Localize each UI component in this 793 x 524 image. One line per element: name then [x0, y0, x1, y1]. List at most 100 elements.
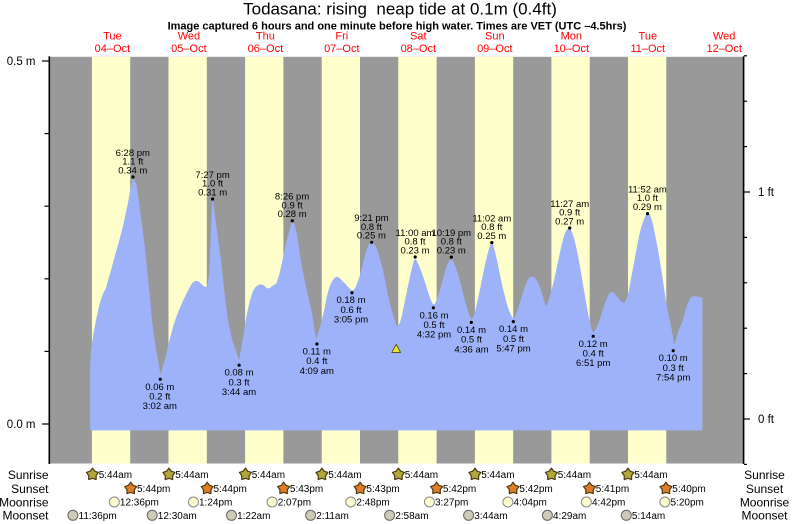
svg-text:0.8 ft: 0.8 ft	[404, 237, 425, 248]
svg-text:5:42pm: 5:42pm	[443, 484, 476, 495]
svg-text:11:00 am: 11:00 am	[396, 228, 435, 239]
svg-text:5:44am: 5:44am	[558, 470, 591, 481]
svg-text:1:22am: 1:22am	[237, 511, 270, 522]
svg-text:0.18 m: 0.18 m	[336, 295, 365, 306]
svg-text:0.11 m: 0.11 m	[303, 347, 331, 358]
svg-text:Mon: Mon	[561, 31, 582, 43]
svg-text:6:51 pm: 6:51 pm	[576, 358, 610, 369]
svg-text:3:27pm: 3:27pm	[435, 498, 468, 509]
svg-text:11:02 am: 11:02 am	[472, 213, 511, 224]
svg-text:Sunrise: Sunrise	[8, 468, 49, 482]
svg-text:05–Oct: 05–Oct	[171, 43, 206, 55]
svg-text:Tue: Tue	[103, 31, 122, 43]
svg-text:5:44am: 5:44am	[99, 470, 132, 481]
svg-text:5:42pm: 5:42pm	[519, 484, 552, 495]
svg-text:1.1 ft: 1.1 ft	[122, 157, 143, 168]
svg-text:0.5 ft: 0.5 ft	[503, 334, 524, 345]
svg-text:0.5 m: 0.5 m	[7, 56, 36, 68]
svg-text:0.23 m: 0.23 m	[437, 246, 466, 257]
svg-text:5:44am: 5:44am	[175, 470, 208, 481]
svg-text:10:19 pm: 10:19 pm	[431, 228, 471, 239]
svg-text:8:26 pm: 8:26 pm	[275, 192, 309, 203]
svg-text:4:36 am: 4:36 am	[454, 344, 488, 355]
svg-text:2:48pm: 2:48pm	[356, 498, 389, 509]
svg-text:11:52 am: 11:52 am	[628, 184, 667, 195]
svg-text:0.9 ft: 0.9 ft	[282, 200, 303, 211]
svg-text:5:44am: 5:44am	[481, 470, 514, 481]
svg-text:07–Oct: 07–Oct	[324, 43, 359, 55]
svg-text:Sunrise: Sunrise	[744, 468, 785, 482]
svg-text:5:41pm: 5:41pm	[596, 484, 629, 495]
svg-text:Moonset: Moonset	[741, 509, 788, 523]
svg-text:5:44pm: 5:44pm	[137, 484, 170, 495]
svg-text:5:14am: 5:14am	[632, 511, 665, 522]
svg-text:0.8 ft: 0.8 ft	[481, 222, 502, 233]
svg-text:0.6 ft: 0.6 ft	[340, 305, 361, 316]
svg-text:Sun: Sun	[485, 31, 505, 43]
svg-text:5:44am: 5:44am	[328, 470, 361, 481]
svg-text:Moonrise: Moonrise	[740, 495, 790, 509]
svg-text:5:44am: 5:44am	[634, 470, 667, 481]
svg-text:0.4 ft: 0.4 ft	[306, 356, 327, 367]
svg-text:3:44 am: 3:44 am	[222, 387, 256, 398]
svg-text:0.3 ft: 0.3 ft	[663, 363, 684, 374]
svg-text:0.34 m: 0.34 m	[118, 165, 147, 176]
svg-text:Moonrise: Moonrise	[0, 495, 49, 509]
svg-text:5:40pm: 5:40pm	[672, 484, 705, 495]
svg-text:0.31 m: 0.31 m	[198, 187, 227, 198]
svg-text:3:05 pm: 3:05 pm	[334, 315, 368, 326]
svg-text:11:36pm: 11:36pm	[79, 511, 117, 522]
svg-text:08–Oct: 08–Oct	[401, 43, 436, 55]
svg-text:0.06 m: 0.06 m	[145, 382, 174, 393]
svg-text:0.3 ft: 0.3 ft	[228, 377, 249, 388]
svg-text:0.14 m: 0.14 m	[499, 324, 528, 335]
svg-text:0.29 m: 0.29 m	[633, 202, 662, 213]
svg-text:12:36pm: 12:36pm	[120, 498, 159, 509]
svg-text:4:29am: 4:29am	[553, 511, 586, 522]
svg-text:12–Oct: 12–Oct	[706, 43, 741, 55]
svg-text:3:02 am: 3:02 am	[143, 401, 177, 412]
svg-text:5:43pm: 5:43pm	[366, 484, 399, 495]
svg-text:0.28 m: 0.28 m	[278, 209, 307, 220]
svg-text:10–Oct: 10–Oct	[554, 43, 589, 55]
svg-text:7:54 pm: 7:54 pm	[656, 373, 690, 384]
svg-text:4:42pm: 4:42pm	[592, 498, 625, 509]
svg-text:0.4 ft: 0.4 ft	[583, 349, 604, 360]
svg-text:11:27 am: 11:27 am	[550, 199, 589, 210]
svg-text:4:09 am: 4:09 am	[300, 366, 334, 377]
svg-text:04–Oct: 04–Oct	[95, 43, 130, 55]
svg-text:0.14 m: 0.14 m	[457, 325, 486, 336]
svg-text:0.25 m: 0.25 m	[477, 231, 506, 242]
svg-text:Moonset: Moonset	[2, 509, 49, 523]
svg-text:2:07pm: 2:07pm	[278, 498, 311, 509]
svg-text:Fri: Fri	[335, 31, 348, 43]
svg-text:2:58am: 2:58am	[395, 511, 428, 522]
svg-text:9:21 pm: 9:21 pm	[354, 213, 388, 224]
svg-text:5:47 pm: 5:47 pm	[496, 344, 530, 355]
svg-text:0.12 m: 0.12 m	[579, 339, 608, 350]
svg-text:7:27 pm: 7:27 pm	[195, 170, 229, 181]
svg-text:0.8 ft: 0.8 ft	[361, 222, 382, 233]
svg-text:0.16 m: 0.16 m	[419, 310, 448, 321]
svg-text:Sat: Sat	[410, 31, 427, 43]
svg-text:0 ft: 0 ft	[758, 414, 775, 426]
svg-text:0.2 ft: 0.2 ft	[149, 392, 170, 403]
svg-text:Sunset: Sunset	[746, 482, 784, 496]
svg-text:0.27 m: 0.27 m	[555, 216, 584, 227]
svg-text:1.0 ft: 1.0 ft	[202, 179, 223, 190]
svg-text:0.8 ft: 0.8 ft	[441, 237, 462, 248]
svg-text:6:28 pm: 6:28 pm	[116, 148, 150, 159]
svg-text:Tue: Tue	[639, 31, 658, 43]
svg-text:0.25 m: 0.25 m	[357, 231, 386, 242]
svg-text:Wed: Wed	[178, 31, 200, 43]
svg-text:09–Oct: 09–Oct	[477, 43, 512, 55]
svg-text:Thu: Thu	[256, 31, 275, 43]
svg-text:1:24pm: 1:24pm	[199, 498, 232, 509]
svg-text:06–Oct: 06–Oct	[248, 43, 283, 55]
svg-text:0.0 m: 0.0 m	[7, 419, 36, 431]
svg-text:1 ft: 1 ft	[758, 187, 775, 199]
svg-text:4:32 pm: 4:32 pm	[417, 330, 451, 341]
svg-text:5:44am: 5:44am	[405, 470, 438, 481]
svg-text:5:43pm: 5:43pm	[290, 484, 323, 495]
svg-text:12:30am: 12:30am	[158, 511, 197, 522]
